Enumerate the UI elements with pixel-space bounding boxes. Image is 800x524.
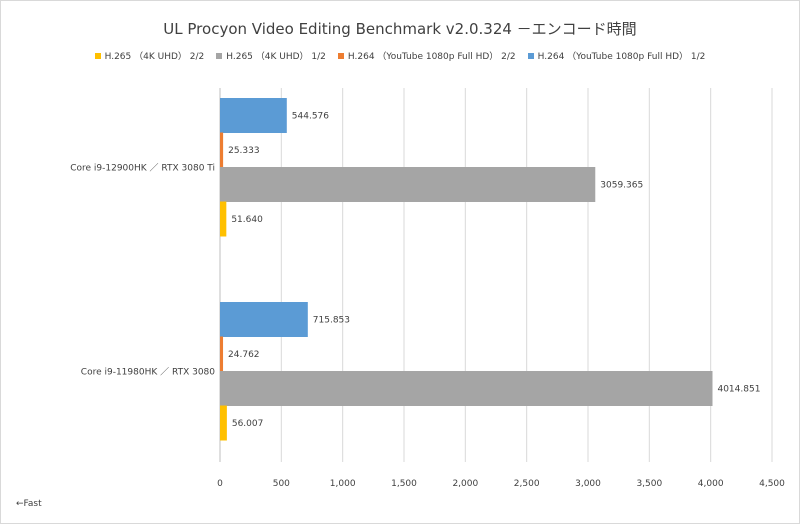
legend-item: H.264 （YouTube 1080p Full HD） 2/2 xyxy=(337,49,516,62)
x-tick-label: 4,500 xyxy=(759,479,785,489)
legend-label: H.264 （YouTube 1080p Full HD） 1/2 xyxy=(537,52,706,62)
legend-label: H.265 （4K UHD） 2/2 xyxy=(104,52,205,62)
legend-swatch xyxy=(216,52,223,59)
bar xyxy=(220,405,227,441)
chart-title: UL Procyon Video Editing Benchmark v2.0.… xyxy=(163,20,637,38)
legend-label: H.264 （YouTube 1080p Full HD） 2/2 xyxy=(347,52,516,62)
data-label: 51.640 xyxy=(231,215,263,225)
bar xyxy=(220,132,224,168)
data-label: 3059.365 xyxy=(600,181,643,191)
data-label: 24.762 xyxy=(228,350,260,360)
x-tick-label: 2,500 xyxy=(514,479,540,489)
x-tick-label: 1,500 xyxy=(391,479,417,489)
bar xyxy=(220,201,227,237)
bar xyxy=(220,167,596,202)
legend-item: H.265 （4K UHD） 1/2 xyxy=(216,49,326,62)
data-label: 715.853 xyxy=(313,316,350,326)
x-tick-label: 4,000 xyxy=(698,479,724,489)
x-tick-label: 3,000 xyxy=(575,479,601,489)
x-tick-label: 2,000 xyxy=(452,479,478,489)
x-tick-label: 3,500 xyxy=(636,479,662,489)
x-tick-label: 1,000 xyxy=(330,479,356,489)
bar xyxy=(220,302,308,337)
data-label: 25.333 xyxy=(228,146,260,156)
category-label: Core i9-12900HK ／ RTX 3080 Ti xyxy=(70,162,215,173)
legend: H.265 （4K UHD） 2/2 H.265 （4K UHD） 1/2 H.26… xyxy=(0,49,800,62)
bar xyxy=(220,98,287,133)
legend-label: H.265 （4K UHD） 1/2 xyxy=(226,52,326,62)
x-tick-label: 0 xyxy=(217,479,223,489)
legend-item: H.264 （YouTube 1080p Full HD） 1/2 xyxy=(527,49,706,62)
category-label: Core i9-11980HK ／ RTX 3080 xyxy=(81,366,215,377)
legend-swatch xyxy=(527,52,534,59)
legend-swatch xyxy=(94,52,101,59)
legend-swatch xyxy=(337,52,344,59)
fast-note: ←Fast xyxy=(16,499,42,509)
bar xyxy=(220,371,713,406)
data-label: 4014.851 xyxy=(717,385,760,395)
legend-item: H.265 （4K UHD） 2/2 xyxy=(94,49,205,62)
data-label: 56.007 xyxy=(232,419,263,429)
data-label: 544.576 xyxy=(292,112,329,122)
x-tick-label: 500 xyxy=(273,479,290,489)
bar xyxy=(220,336,224,372)
